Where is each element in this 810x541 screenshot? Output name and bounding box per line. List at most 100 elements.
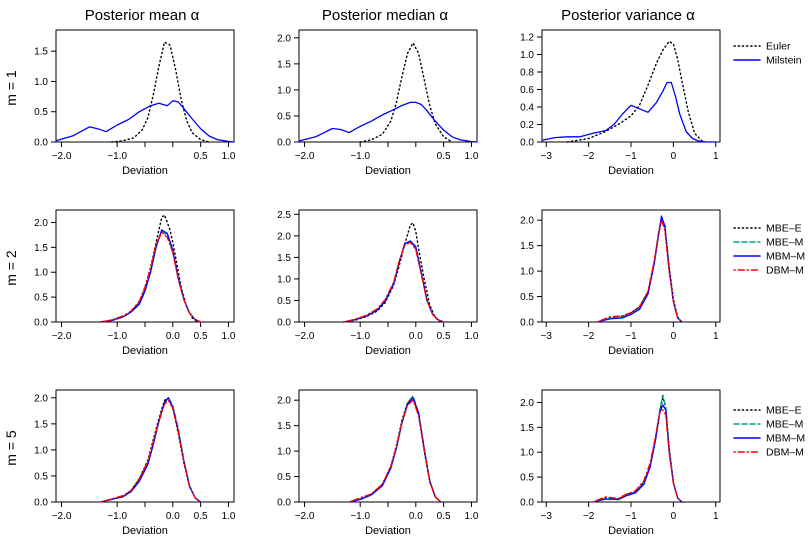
y-tick-label: 1.5 [277,59,291,70]
x-axis-label: Deviation [122,165,168,177]
series-line-mbm-m [592,404,683,503]
y-tick-label: 1.5 [520,423,534,434]
y-tick-label: 2.0 [520,216,534,227]
x-tick-label: −3 [541,511,553,522]
x-tick-label: 1.0 [464,511,478,522]
x-tick-label: 1 [713,151,719,162]
column-title-mean: Posterior mean α [85,7,200,24]
plot-frame [541,29,721,143]
series-line-dbm-m [348,399,442,503]
y-tick-label: 1.0 [34,77,48,88]
x-tick-label: 0.5 [194,151,208,162]
series-line-dbm-m [99,231,202,323]
legend-label: DBM–M [766,265,804,277]
series-line-dbm-m [342,241,445,323]
x-tick-label: 0.5 [437,511,451,522]
y-tick-label: 1.5 [277,421,291,432]
panel-r0c2: 0.0 0.2 0.4 0.6 0.8 1.0 1.2 −3 −2 −1 0 1 Deviation [520,29,721,177]
y-tick-label: 0.6 [520,85,534,96]
series-line-mbe-e [99,214,199,323]
panel-r1c1: 0.0 0.5 1.0 1.5 2.0 2.5 −2.0 −1.0 0.0 0.5 1.0 Devia… [277,209,479,357]
column-title-median: Posterior median α [322,7,449,24]
y-tick-label: 0.0 [34,498,48,509]
legend-label: MBE–E [766,223,802,235]
plot-frame [298,209,478,323]
panel-r0c1: 0.0 0.5 1.0 1.5 2.0 −2.0 −1.0 0.5 1.0 Deviation [277,29,479,177]
y-tick-label: 2.0 [277,231,291,242]
x-tick-label: 1.0 [464,151,478,162]
legend-label: MBE–M [766,419,803,431]
x-tick-label: 0 [671,151,677,162]
y-tick-label: 0.2 [520,120,534,131]
series-line-mbe-e [342,222,442,323]
panel-r2c0: 0.0 0.5 1.0 1.5 2.0 −2.0 −1.0 0.0 0.5 1.0 Deviatio… [34,389,236,537]
y-tick-label: 1.0 [34,445,48,456]
x-tick-label: 0 [671,331,677,342]
series-line-euler [566,40,704,143]
row-label-m5: m = 5 [3,430,19,466]
y-tick-label: 0.0 [520,318,534,329]
y-tick-label: 0.5 [277,111,291,122]
plot-frame [541,389,721,503]
x-tick-label: 1.0 [221,511,235,522]
plot-frame [55,389,235,503]
x-tick-label: 1 [713,511,719,522]
x-tick-label: 0.0 [409,511,423,522]
y-tick-label: 0.5 [277,296,291,307]
y-tick-label: 0.0 [277,138,291,149]
plot-frame [298,389,478,503]
panel-r1c2: 0.0 0.5 1.0 1.5 2.0 −3 −2 −1 0 1 Deviation [520,209,721,357]
x-tick-label: 0.0 [166,511,180,522]
x-tick-label: −1 [625,511,637,522]
series-line-mbm-m [99,397,202,503]
y-tick-label: 0.5 [277,472,291,483]
y-tick-label: 1.5 [34,419,48,430]
y-tick-label: 1.2 [520,33,534,44]
x-tick-label: 0.5 [437,331,451,342]
series-line-milstein [541,81,717,143]
y-tick-label: 0.5 [520,292,534,303]
plot-frame [55,29,235,143]
column-title-variance: Posterior variance α [561,7,695,24]
series-line-mbm-m [342,240,445,323]
x-tick-label: −1.0 [107,331,127,342]
x-tick-label: −2.0 [295,331,315,342]
y-tick-label: 1.5 [34,47,48,58]
x-tick-label: −1 [625,151,637,162]
x-tick-label: −2.0 [52,511,72,522]
y-tick-label: 2.5 [277,210,291,221]
x-axis-label: Deviation [365,165,411,177]
y-tick-label: 0.5 [520,473,534,484]
x-tick-label: 0.5 [437,151,451,162]
y-tick-label: 0.0 [277,318,291,329]
y-tick-label: 1.0 [520,50,534,61]
y-tick-label: 1.5 [34,243,48,254]
x-tick-label: −1.0 [107,151,127,162]
panel-r2c2: 0.0 0.5 1.0 1.5 2.0 −3 −2 −1 0 1 Deviation [520,389,721,537]
y-tick-label: 0.5 [34,107,48,118]
x-tick-label: −1 [625,331,637,342]
series-line-mbe-m [99,230,202,323]
y-tick-label: 0.0 [34,318,48,329]
y-tick-label: 1.5 [520,241,534,252]
legend-label: Euler [766,41,791,53]
x-tick-label: −2 [583,511,595,522]
x-axis-label: Deviation [608,345,654,357]
series-line-mbe-m [342,240,445,323]
series-line-mbe-m [99,397,202,503]
y-tick-label: 0.0 [520,138,534,149]
x-tick-label: 0.0 [409,331,423,342]
x-tick-label: 0.5 [194,331,208,342]
x-tick-label: 1.0 [221,151,235,162]
row-label-m1: m = 1 [3,70,19,106]
series-line-milstein [55,100,235,143]
x-tick-label: −1.0 [350,511,370,522]
y-tick-label: 2.0 [34,218,48,229]
x-axis-label: Deviation [365,525,411,537]
legend-label: Milstein [766,55,802,67]
y-tick-label: 1.0 [520,267,534,278]
y-tick-label: 2.0 [34,393,48,404]
y-tick-label: 2.0 [277,33,291,44]
y-tick-label: 2.0 [520,398,534,409]
